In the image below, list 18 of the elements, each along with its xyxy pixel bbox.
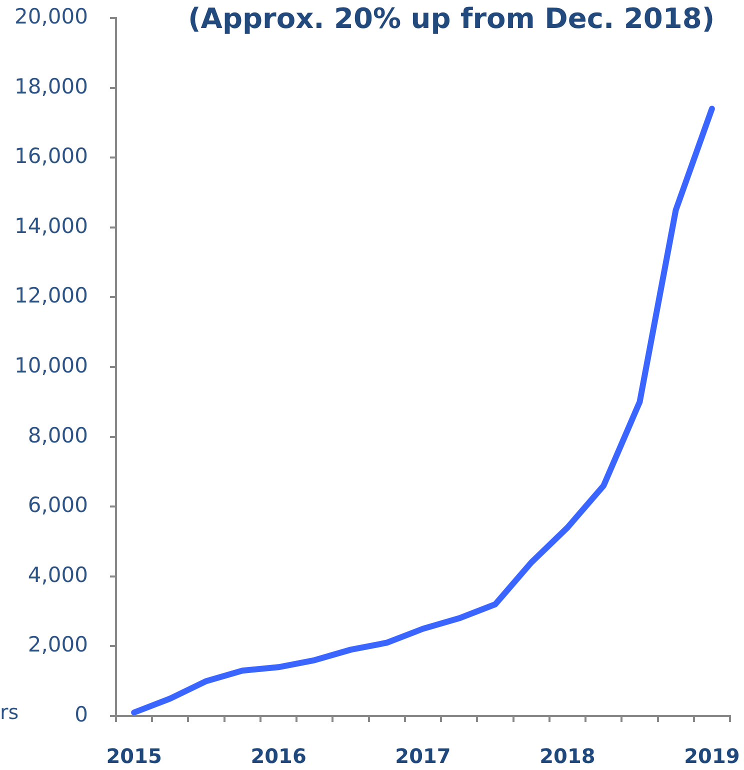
chart-title: (Approx. 20% up from Dec. 2018)	[188, 2, 715, 36]
y-tick-label: 6,000	[28, 493, 88, 518]
y-tick-label: 16,000	[14, 144, 88, 168]
x-tick-label: 2019	[684, 744, 740, 768]
x-tick-label: 2015	[106, 744, 162, 768]
y-tick-label: 4,000	[28, 562, 88, 587]
x-tick-label: 2017	[395, 744, 451, 768]
y-tick-label: 20,000	[14, 4, 88, 28]
y-tick-label: 2,000	[28, 632, 88, 657]
x-tick-label: 2018	[540, 744, 596, 768]
y-tick-label: 0	[74, 702, 88, 726]
x-tick-label: 2016	[250, 744, 306, 768]
y-tick-label: 10,000	[14, 353, 88, 378]
y-tick-label: 14,000	[14, 214, 88, 238]
text: rs	[0, 700, 19, 724]
y-tick-label: 8,000	[28, 423, 88, 448]
y-tick-label: 18,000	[14, 74, 88, 98]
y-tick-label: 12,000	[14, 284, 88, 308]
